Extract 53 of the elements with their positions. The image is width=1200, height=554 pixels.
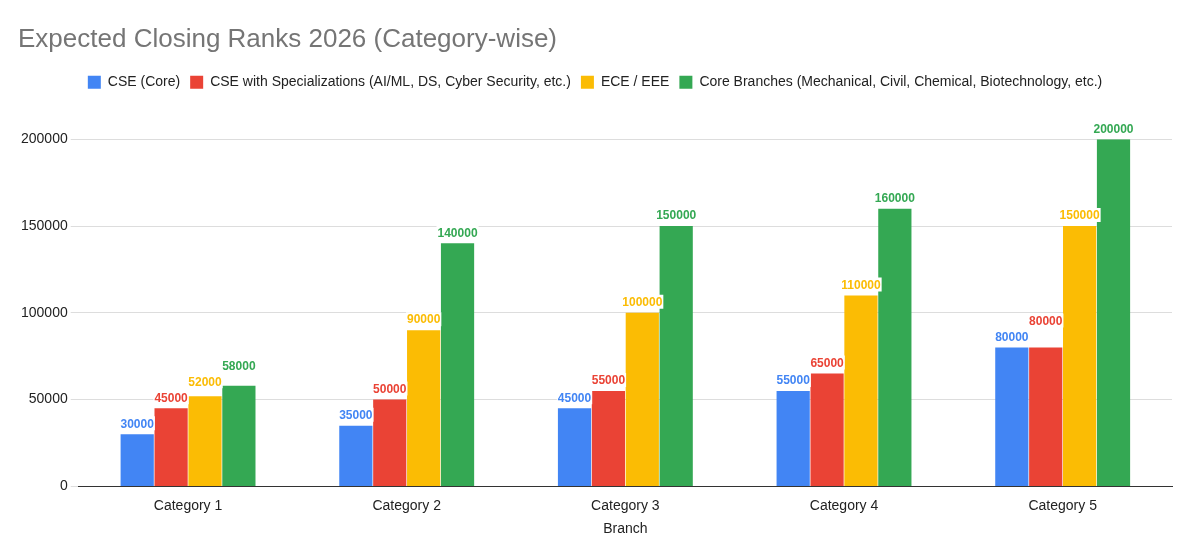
bar (407, 330, 441, 486)
legend-label: Core Branches (Mechanical, Civil, Chemical, Biotechnology, etc.) (699, 73, 1103, 90)
data-label: 30000 (120, 416, 155, 431)
data-label: 35000 (339, 407, 373, 422)
x-axis-title: Branch (603, 520, 648, 537)
x-tick-label: Category 1 (153, 496, 223, 513)
bar (844, 295, 878, 486)
legend-label: ECE / EEE (600, 73, 670, 90)
data-label: 90000 (406, 312, 441, 327)
bar (1029, 347, 1063, 486)
data-label: 45000 (557, 390, 592, 405)
bar (776, 390, 810, 486)
data-label: 110000 (841, 277, 881, 292)
bar (339, 425, 373, 486)
y-tick-label: 200000 (21, 130, 68, 147)
x-tick-label: Category 5 (1028, 496, 1098, 513)
data-label: 55000 (591, 373, 626, 388)
data-label: 58000 (222, 358, 256, 373)
data-label: 150000 (1059, 208, 1100, 223)
data-label: 80000 (1029, 313, 1063, 328)
data-label: 100000 (622, 295, 663, 310)
y-tick-label: 100000 (21, 303, 68, 320)
y-tick-label: 0 (59, 477, 68, 494)
bar (154, 408, 188, 486)
bar (625, 312, 659, 486)
bar (557, 408, 592, 486)
x-tick-label: Category 2 (372, 496, 442, 513)
bar (188, 396, 222, 486)
legend-label: CSE with Specializations (AI/ML, DS, Cyber Security, etc.) (210, 73, 571, 90)
data-label: 65000 (810, 355, 845, 370)
data-label: 45000 (154, 390, 189, 405)
y-tick-label: 150000 (21, 216, 68, 233)
bar (440, 243, 475, 486)
data-label: 160000 (874, 190, 916, 205)
data-label: 55000 (776, 373, 811, 388)
data-label: 80000 (995, 329, 1029, 344)
data-label: 140000 (437, 225, 478, 240)
y-tick-label: 50000 (28, 390, 68, 407)
bar (373, 399, 407, 486)
legend-label: CSE (Core) (107, 73, 181, 90)
bar (995, 347, 1029, 486)
chart-title: Expected Closing Ranks 2026 (Category-wise) (18, 22, 558, 53)
data-label: 150000 (656, 208, 697, 223)
x-tick-label: Category 3 (591, 496, 660, 513)
bar (810, 373, 844, 486)
bar (120, 434, 154, 486)
x-tick-label: Category 4 (809, 496, 879, 513)
data-label: 200000 (1093, 121, 1134, 136)
bar (1063, 226, 1097, 486)
data-label: 52000 (188, 374, 222, 389)
data-label: 50000 (373, 381, 407, 396)
bar (222, 385, 256, 486)
bar (591, 390, 626, 486)
